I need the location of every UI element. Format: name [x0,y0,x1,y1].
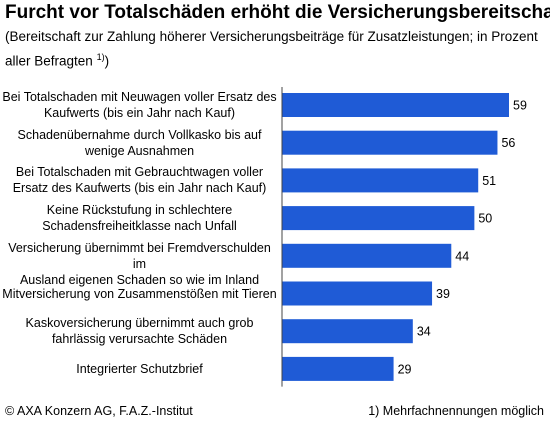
bar-4 [282,243,452,268]
bar-value-label-5: 39 [436,287,450,301]
bar-5 [282,281,433,306]
chart-title: Furcht vor Totalschäden erhöht die Versi… [5,2,550,23]
category-label-6: Kaskoversicherung übernimmt auch grob fah… [2,315,277,347]
category-label-line: Bei Totalschaden mit Neuwagen voller Ers… [2,90,277,104]
category-label-2: Bei Totalschaden mit Gebrauchtwagen voll… [2,164,277,196]
bar-7 [282,356,394,381]
category-label-line: Kaufwerts (bis ein Jahr nach Kauf) [43,106,236,120]
category-label-5: Mitversicherung von Zusammenstößen mit T… [2,286,277,302]
subtitle-end: ) [104,53,110,69]
category-label-line: Keine Rückstufung in schlechtere [46,203,233,218]
bar-value-label-1: 56 [501,136,515,150]
category-label-line: Bei Totalschaden mit Gebrauchtwagen voll… [15,165,264,180]
category-label-3: Keine Rückstufung in schlechtere Schadens… [2,202,277,234]
bar-value-label-3: 50 [478,212,492,226]
category-label-line: Integrierter Schutzbrief [76,361,203,376]
category-label-line: wenige Ausnahmen [84,143,195,158]
bar-value-label-0: 59 [513,99,527,113]
footnote-marker: 1) [96,52,105,62]
bar-3 [282,206,475,231]
bar-value-label-7: 29 [398,362,412,376]
bar-6 [282,319,413,344]
category-label-4: Versicherung übernimmt bei Fremdverschul… [2,240,277,288]
category-label-0: Bei Totalschaden mit Neuwagen voller Ers… [2,89,277,121]
bar-2 [282,168,479,193]
bar-value-label-6: 34 [417,325,431,339]
category-label-line: Schadensfreiheitklasse nach Unfall [42,219,237,234]
bar-value-label-2: 51 [482,174,496,188]
category-label-line: Mitversicherung von Zusammenstößen mit T… [2,286,277,301]
subtitle-line-1: (Bereitschaft zur Zahlung höherer Versic… [5,29,538,44]
source-credit: © AXA Konzern AG, F.A.Z.-Institut [5,404,193,418]
category-label-line: Ersatz des Kaufwerts (bis ein Jahr nach … [12,181,267,196]
category-label-1: Schadenübernahme durch Vollkasko bis auf… [2,127,277,159]
bar-0 [282,93,509,117]
footnote: 1) Mehrfachnennungen möglich [368,404,544,418]
category-label-line: Schadenübernahme durch Vollkasko bis auf [17,127,262,142]
category-label-line: Versicherung übernimmt bei Fremdverschul… [8,240,271,271]
subtitle-line-2: aller Befragten [5,53,97,69]
bar-1 [282,130,498,155]
bar-value-label-4: 44 [455,249,469,263]
category-label-line: fahrlässig verursachte Schäden [51,332,228,347]
category-label-line: Ausland eigenen Schaden so wie im Inland [19,272,260,287]
category-label-7: Integrierter Schutzbrief [2,361,277,377]
category-label-line: Kaskoversicherung übernimmt auch grob [25,316,254,331]
chart-subtitle: (Bereitschaft zur Zahlung höherer Versic… [5,26,545,72]
bars-group: 59 56 51 50 44 39 34 29 [282,93,527,381]
